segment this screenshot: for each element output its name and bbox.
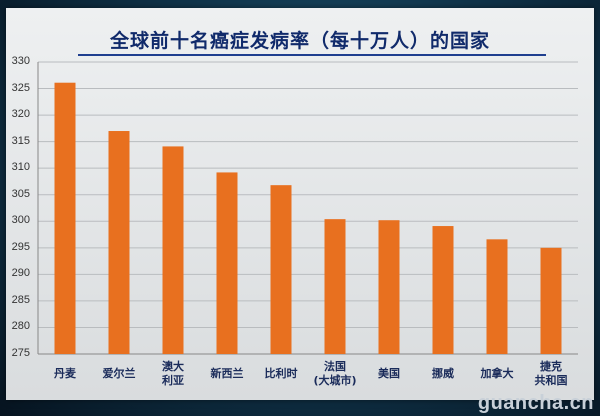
title-underline <box>78 54 546 56</box>
y-tick-label: 325 <box>11 81 30 94</box>
x-tick-label: 丹麦 <box>54 367 76 380</box>
bar <box>108 131 130 354</box>
y-tick-label: 310 <box>11 161 30 174</box>
bar <box>54 82 76 355</box>
x-tick-label: 澳大 利亚 <box>162 360 184 387</box>
y-tick-label: 285 <box>11 293 30 306</box>
x-tick-label: 比利时 <box>264 367 298 380</box>
y-tick-label: 275 <box>11 347 30 359</box>
x-tick-label: 美国 <box>378 367 400 380</box>
x-tick-label: 加拿大 <box>480 367 514 380</box>
bar <box>432 226 454 354</box>
chart-title: 全球前十名癌症发病率（每十万人）的国家 <box>109 30 490 52</box>
bar <box>378 220 400 354</box>
y-tick-label: 290 <box>11 267 30 280</box>
bar <box>486 239 508 354</box>
bar <box>324 219 346 354</box>
x-tick-label: 法国 (大城市) <box>313 360 357 387</box>
y-tick-label: 330 <box>11 55 30 67</box>
x-tick-label: 新西兰 <box>210 367 244 380</box>
x-tick-label: 捷克 共和国 <box>534 360 568 387</box>
y-tick-label: 305 <box>11 187 30 200</box>
bar <box>216 172 238 354</box>
x-tick-label: 挪威 <box>432 367 454 380</box>
x-tick-label: 爱尔兰 <box>102 367 136 380</box>
y-tick-label: 320 <box>11 108 30 121</box>
bar <box>540 247 562 354</box>
y-tick-label: 295 <box>11 240 30 253</box>
watermark: guancha.cn <box>477 392 594 414</box>
bar <box>162 146 184 354</box>
y-tick-label: 280 <box>11 320 30 333</box>
bar <box>270 185 292 354</box>
y-tick-label: 315 <box>11 134 30 147</box>
y-tick-label: 300 <box>11 214 30 227</box>
